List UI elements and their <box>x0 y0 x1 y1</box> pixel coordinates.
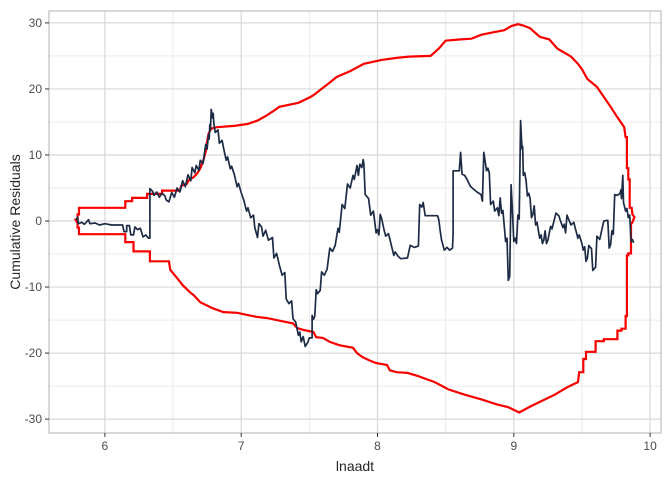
y-tick-label: -20 <box>25 346 43 360</box>
x-tick-label: 7 <box>238 439 245 453</box>
x-tick-label: 8 <box>374 439 381 453</box>
major-gridlines <box>49 11 661 433</box>
y-tick-label: 10 <box>29 148 43 162</box>
y-tick-label: 0 <box>35 214 42 228</box>
y-tick-label: -10 <box>25 280 43 294</box>
x-tick-label: 6 <box>102 439 109 453</box>
series-cumulative_residuals <box>75 108 635 348</box>
panel-background <box>49 11 661 433</box>
y-axis-title: Cumulative Residuals <box>7 154 23 290</box>
x-tick-label: 10 <box>643 439 657 453</box>
series-confidence_envelope <box>73 23 636 414</box>
y-tick-label: 20 <box>29 82 43 96</box>
x-axis-title: lnaadt <box>335 458 375 474</box>
panel-border <box>48 10 662 434</box>
minor-gridlines <box>49 11 661 433</box>
x-tick-label: 9 <box>510 439 517 453</box>
y-tick-label: 30 <box>29 16 43 30</box>
axis-ticks <box>45 22 651 437</box>
y-tick-label: -30 <box>25 412 43 426</box>
axis-tick-labels: 6 7 8 9 10 -30 -20 -10 0 10 20 30 <box>25 16 657 453</box>
